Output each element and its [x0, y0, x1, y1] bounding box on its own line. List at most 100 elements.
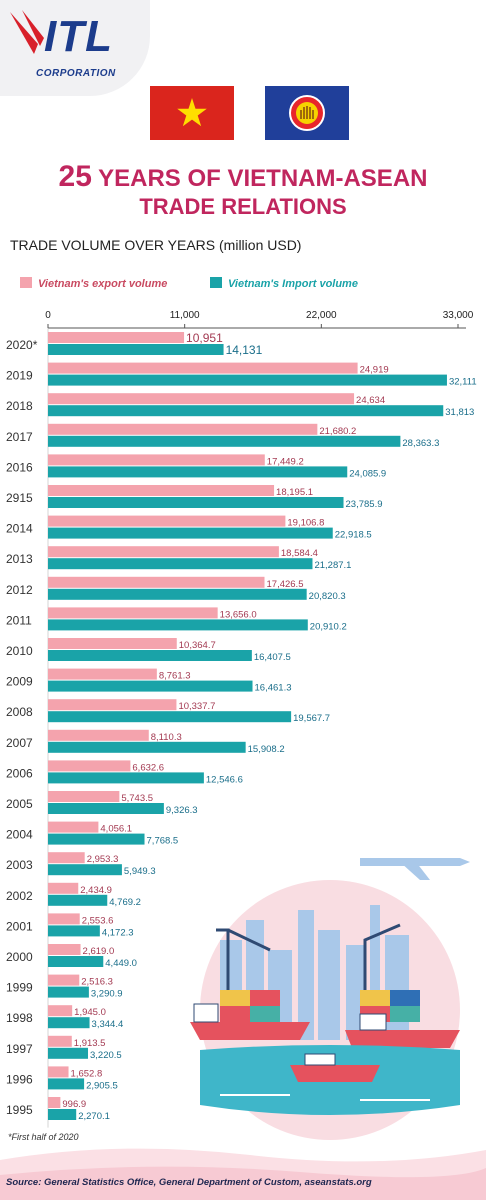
export-bar [48, 1005, 73, 1017]
legend-import-swatch [210, 277, 222, 288]
export-value-label: 8,761.3 [159, 671, 191, 682]
import-bar [48, 986, 89, 998]
title-number: 25 [58, 160, 92, 193]
export-value-label: 21,680.2 [319, 426, 356, 437]
vietnam-flag [150, 86, 234, 140]
category-label: 1996 [6, 1072, 33, 1086]
category-label: 2019 [6, 369, 33, 383]
import-bar [48, 864, 122, 876]
import-bar [48, 803, 164, 814]
export-bar [48, 974, 80, 986]
legend-import: Vietnam's Import volume [210, 277, 358, 290]
export-bar [48, 913, 80, 925]
import-bar [48, 374, 447, 386]
legend-import-label: Vietnam's Import volume [228, 278, 358, 290]
category-label: 2915 [6, 491, 33, 505]
category-label: 2017 [6, 430, 33, 444]
import-value-label: 5,949.3 [124, 866, 156, 877]
import-bar [48, 405, 444, 417]
import-value-label: 23,785.9 [346, 499, 383, 510]
export-bar [48, 1097, 61, 1108]
category-label: 2002 [6, 889, 33, 903]
legend-export: Vietnam's export volume [20, 277, 167, 290]
export-bar [48, 1066, 69, 1078]
category-label: 2004 [6, 828, 33, 842]
category-label: 2010 [6, 644, 33, 658]
title-line-2: TRADE RELATIONS [139, 194, 347, 219]
asean-flag [265, 86, 349, 140]
import-bar [48, 741, 246, 753]
export-value-label: 10,337.7 [178, 701, 215, 712]
export-bar [48, 760, 131, 772]
export-bar [48, 852, 85, 864]
import-bar [48, 650, 252, 661]
import-bar [48, 1017, 90, 1029]
import-bar [48, 1109, 77, 1120]
export-bar [48, 699, 177, 711]
category-label: 2020* [6, 338, 38, 352]
import-bar [48, 588, 307, 600]
export-value-label: 1,945.0 [74, 1007, 106, 1018]
category-label: 2009 [6, 675, 33, 689]
export-value-label: 10,364.7 [179, 640, 216, 651]
export-value-label: 2,516.3 [81, 977, 113, 988]
import-bar [48, 925, 100, 937]
category-label: 2011 [6, 613, 32, 627]
category-label: 2003 [6, 858, 33, 872]
import-bar [48, 680, 253, 692]
title-line-1: YEARS OF VIETNAM-ASEAN [98, 165, 428, 192]
import-value-label: 22,918.5 [335, 530, 372, 541]
legend-export-swatch [20, 277, 32, 288]
import-bar [48, 711, 292, 723]
import-value-label: 14,131 [226, 343, 263, 357]
x-tick-label: 11,000 [170, 310, 200, 321]
export-bar [48, 821, 99, 833]
import-value-label: 16,461.3 [255, 683, 292, 694]
export-value-label: 18,195.1 [276, 487, 313, 498]
source-note: Source: General Statistics Office, Gener… [6, 1177, 372, 1188]
import-value-label: 3,344.4 [92, 1019, 124, 1030]
category-label: 2005 [6, 797, 33, 811]
import-value-label: 16,407.5 [254, 652, 291, 663]
export-bar [48, 1035, 72, 1047]
import-value-label: 20,820.3 [309, 591, 346, 602]
category-label: 2008 [6, 705, 33, 719]
import-value-label: 20,910.2 [310, 621, 347, 632]
logo-brand: ITL [44, 12, 113, 61]
export-bar [48, 454, 265, 466]
export-value-label: 18,584.4 [281, 548, 318, 559]
export-bar [48, 638, 177, 649]
import-bar [48, 894, 108, 906]
export-bar [48, 791, 120, 802]
export-bar [48, 423, 318, 435]
export-bar [48, 576, 265, 588]
import-bar [48, 619, 308, 631]
import-value-label: 24,085.9 [349, 468, 386, 479]
category-label: 2006 [6, 766, 33, 780]
legend-export-label: Vietnam's export volume [38, 278, 168, 290]
export-value-label: 5,743.5 [121, 793, 153, 804]
category-label: 1998 [6, 1011, 33, 1025]
import-value-label: 4,449.0 [105, 958, 137, 969]
category-label: 2016 [6, 460, 33, 474]
import-bar [48, 497, 344, 508]
import-value-label: 3,290.9 [91, 989, 123, 1000]
import-value-label: 31,813 [445, 407, 474, 418]
import-bar [48, 527, 333, 539]
category-label: 2013 [6, 552, 33, 566]
export-bar [48, 729, 149, 741]
x-tick-label: 33,000 [443, 310, 474, 321]
category-label: 1999 [6, 981, 33, 995]
export-bar [48, 944, 81, 955]
export-value-label: 2,553.6 [82, 915, 114, 926]
import-value-label: 21,287.1 [314, 560, 351, 571]
export-value-label: 4,056.1 [100, 824, 132, 835]
import-value-label: 15,908.2 [248, 744, 285, 755]
page-title: 25 YEARS OF VIETNAM-ASEAN [0, 160, 486, 194]
category-label: 1997 [6, 1042, 33, 1056]
export-value-label: 2,434.9 [80, 885, 112, 896]
export-bar [48, 882, 79, 894]
export-value-label: 2,953.3 [87, 854, 119, 865]
import-value-label: 2,905.5 [86, 1080, 118, 1091]
import-bar [48, 466, 348, 478]
